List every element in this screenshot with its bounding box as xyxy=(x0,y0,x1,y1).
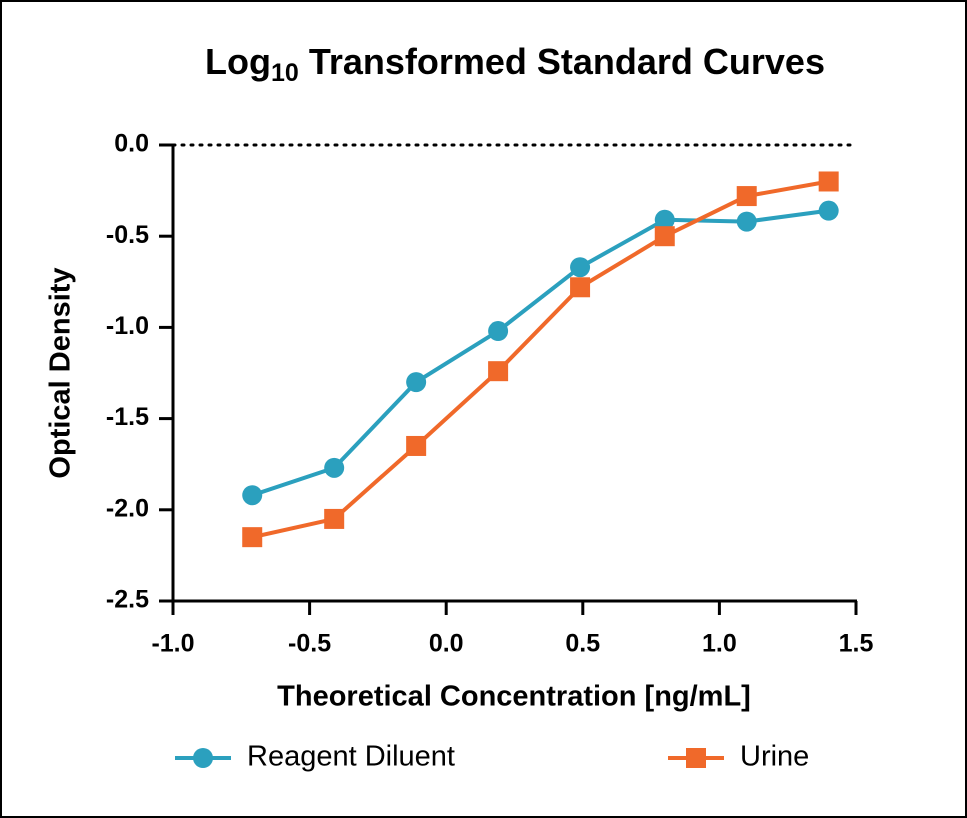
x-tick-label: 0.5 xyxy=(565,630,600,658)
marker xyxy=(736,186,757,207)
marker xyxy=(736,211,757,232)
marker xyxy=(406,435,427,456)
marker xyxy=(406,372,427,393)
marker xyxy=(818,171,839,192)
title-part: Transformed Standard Curves xyxy=(299,41,825,82)
y-tick-label: 0.0 xyxy=(114,130,149,158)
y-tick-label: -2.5 xyxy=(106,586,149,614)
y-tick-label: -1.0 xyxy=(106,312,149,340)
marker xyxy=(818,200,839,221)
marker xyxy=(686,748,706,768)
x-tick-label: -0.5 xyxy=(288,630,331,658)
title-subscript: 10 xyxy=(271,59,299,87)
marker xyxy=(488,361,509,382)
x-tick-label: 1.5 xyxy=(839,630,874,658)
y-axis-title: Optical Density xyxy=(45,267,77,478)
chart-title: Log10 Transformed Standard Curves xyxy=(205,41,825,87)
marker xyxy=(488,321,509,342)
marker xyxy=(193,748,213,768)
legend-label: Reagent Diluent xyxy=(247,741,455,773)
marker xyxy=(654,209,675,230)
title-part: Log xyxy=(205,41,271,82)
x-tick-label: 0.0 xyxy=(429,630,464,658)
legend-label: Urine xyxy=(740,741,809,773)
y-tick-label: -1.5 xyxy=(106,403,149,431)
marker xyxy=(570,257,591,278)
x-tick-label: -1.0 xyxy=(151,630,194,658)
x-tick-label: 1.0 xyxy=(702,630,737,658)
y-tick-label: -2.0 xyxy=(106,494,149,522)
marker xyxy=(242,527,263,548)
marker xyxy=(242,485,263,506)
y-tick-label: -0.5 xyxy=(106,221,149,249)
x-axis-title: Theoretical Concentration [ng/mL] xyxy=(277,681,751,713)
series-line xyxy=(251,179,830,540)
marker xyxy=(570,277,591,298)
marker xyxy=(654,226,675,247)
marker xyxy=(324,457,345,478)
marker xyxy=(324,508,345,529)
series-line xyxy=(251,208,829,498)
